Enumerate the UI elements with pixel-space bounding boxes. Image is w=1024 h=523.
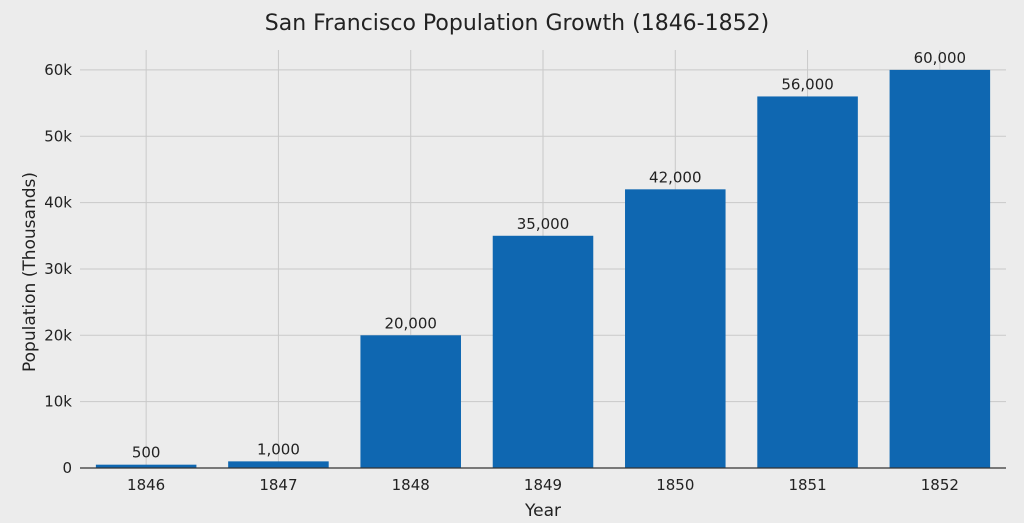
x-tick-label: 1852 [921,476,959,494]
y-axis-ticks: 0 10k 20k 30k 40k 50k 60k [44,61,72,477]
y-tick-label: 50k [44,127,72,145]
y-tick-label: 60k [44,61,72,79]
x-tick-label: 1846 [127,476,165,494]
data-label-1851: 56,000 [781,75,834,93]
bar-1846 [95,464,197,468]
data-label-1850: 42,000 [649,168,702,186]
x-tick-label: 1851 [788,476,826,494]
x-tick-label: 1848 [392,476,430,494]
x-tick-label: 1850 [656,476,694,494]
data-label-1846: 500 [132,444,161,462]
data-label-1852: 60,000 [914,49,967,67]
data-labels: 500 1,000 20,000 35,000 42,000 56,000 60,000 [132,49,966,462]
data-label-1849: 35,000 [517,215,570,233]
y-tick-label: 30k [44,260,72,278]
bar-1851 [757,96,858,468]
bar-1848 [360,335,461,468]
x-tick-label: 1847 [259,476,297,494]
y-tick-label: 20k [44,326,72,344]
y-axis-title: Population (Thousands) [20,172,40,372]
y-tick-label: 40k [44,194,72,212]
bar-1852 [889,69,991,469]
y-tick-label: 0 [62,459,72,477]
bar-1849 [492,235,594,468]
bars [95,69,991,469]
chart-title: San Francisco Population Growth (1846-18… [265,11,769,36]
x-tick-label: 1849 [524,476,562,494]
bar-1850 [625,189,726,469]
data-label-1848: 20,000 [384,314,437,332]
bar-1847 [228,461,329,468]
data-label-1847: 1,000 [257,440,300,458]
x-axis-title: Year [524,501,561,521]
y-tick-label: 10k [44,393,72,411]
x-axis-ticks: 1846 1847 1848 1849 1850 1851 1852 [127,476,959,494]
